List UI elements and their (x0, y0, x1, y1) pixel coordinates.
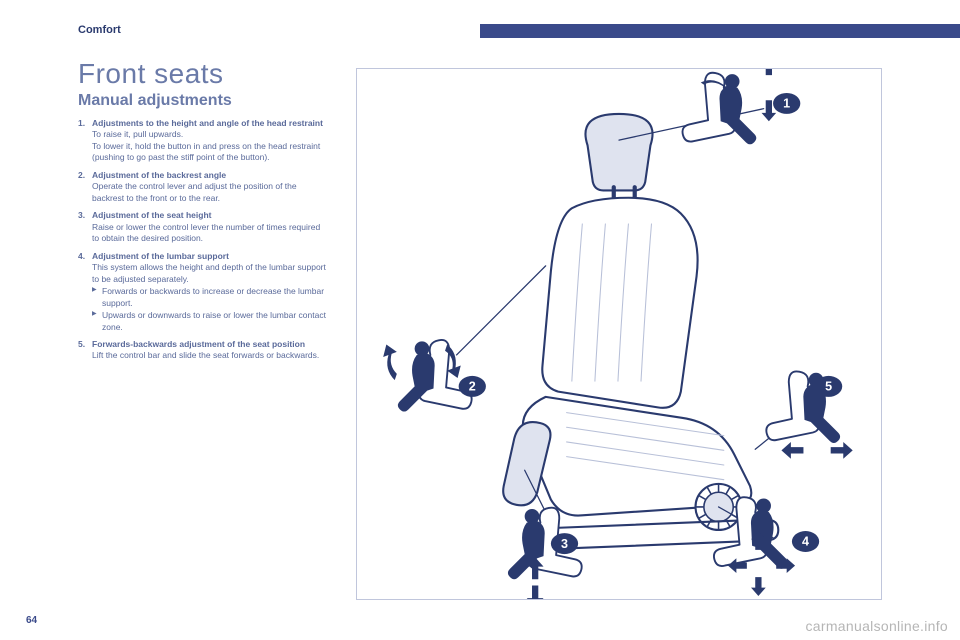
item-text: Raise or lower the control lever the num… (92, 222, 328, 245)
diagram-column: 1 2 3 4 5 (356, 58, 882, 610)
header-bar (480, 24, 960, 38)
item-text: Operate the control lever and adjust the… (92, 181, 328, 204)
list-item: 5.Forwards-backwards adjustment of the s… (78, 339, 328, 362)
item-body: Forwards-backwards adjustment of the sea… (92, 339, 328, 362)
sub-bullet: ▶Upwards or downwards to raise or lower … (92, 310, 328, 333)
svg-text:3: 3 (561, 537, 568, 551)
page-number: 64 (26, 615, 37, 626)
item-text: Lift the control bar and slide the seat … (92, 350, 328, 361)
adjustment-list: 1.Adjustments to the height and angle of… (78, 118, 328, 362)
content-area: Front seats Manual adjustments 1.Adjustm… (78, 58, 882, 610)
svg-text:4: 4 (802, 535, 809, 549)
seat-diagram: 1 2 3 4 5 (356, 68, 882, 600)
bullet-arrow-icon: ▶ (92, 310, 102, 333)
item-text: To lower it, hold the button in and pres… (92, 141, 328, 164)
item-title: Adjustment of the backrest angle (92, 170, 328, 181)
item-number: 1. (78, 118, 92, 164)
item-text: To raise it, pull upwards. (92, 129, 328, 140)
section-label: Comfort (78, 24, 121, 36)
list-item: 4.Adjustment of the lumbar supportThis s… (78, 251, 328, 333)
item-title: Adjustment of the seat height (92, 210, 328, 221)
item-body: Adjustment of the backrest angleOperate … (92, 170, 328, 204)
svg-text:1: 1 (783, 97, 790, 111)
item-body: Adjustments to the height and angle of t… (92, 118, 328, 164)
list-item: 1.Adjustments to the height and angle of… (78, 118, 328, 164)
bullet-arrow-icon: ▶ (92, 286, 102, 309)
item-title: Forwards-backwards adjustment of the sea… (92, 339, 328, 350)
item-body: Adjustment of the seat heightRaise or lo… (92, 210, 328, 244)
item-number: 2. (78, 170, 92, 204)
item-text: This system allows the height and depth … (92, 262, 328, 285)
item-number: 5. (78, 339, 92, 362)
text-column: Front seats Manual adjustments 1.Adjustm… (78, 58, 328, 610)
bullet-text: Upwards or downwards to raise or lower t… (102, 310, 328, 333)
watermark: carmanualsonline.info (806, 618, 949, 634)
list-item: 3.Adjustment of the seat heightRaise or … (78, 210, 328, 244)
item-body: Adjustment of the lumbar supportThis sys… (92, 251, 328, 333)
sub-bullet: ▶Forwards or backwards to increase or de… (92, 286, 328, 309)
item-number: 3. (78, 210, 92, 244)
item-title: Adjustment of the lumbar support (92, 251, 328, 262)
svg-text:2: 2 (469, 380, 476, 394)
list-item: 2.Adjustment of the backrest angleOperat… (78, 170, 328, 204)
item-title: Adjustments to the height and angle of t… (92, 118, 328, 129)
page-title: Front seats (78, 58, 328, 90)
page-subtitle: Manual adjustments (78, 92, 328, 110)
item-number: 4. (78, 251, 92, 333)
bullet-text: Forwards or backwards to increase or dec… (102, 286, 328, 309)
svg-text:5: 5 (825, 380, 832, 394)
